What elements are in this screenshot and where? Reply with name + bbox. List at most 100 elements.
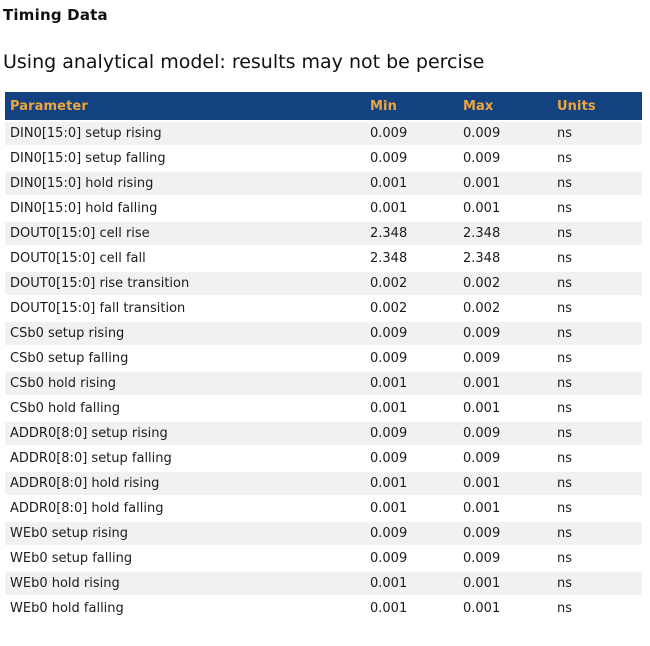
timing-table: Parameter Min Max Units DIN0[15:0] setup…: [5, 92, 642, 622]
cell-units: ns: [552, 422, 642, 447]
cell-max: 0.001: [458, 472, 552, 497]
table-row: ADDR0[8:0] hold falling 0.001 0.001 ns: [5, 497, 642, 522]
cell-units: ns: [552, 547, 642, 572]
cell-parameter: ADDR0[8:0] setup falling: [5, 447, 365, 472]
cell-units: ns: [552, 447, 642, 472]
cell-units: ns: [552, 497, 642, 522]
cell-units: ns: [552, 472, 642, 497]
cell-parameter: DOUT0[15:0] cell fall: [5, 247, 365, 272]
table-row: CSb0 hold rising 0.001 0.001 ns: [5, 372, 642, 397]
timing-table-header: Parameter Min Max Units: [5, 92, 642, 122]
page-subtitle: Using analytical model: results may not …: [3, 51, 485, 73]
cell-units: ns: [552, 397, 642, 422]
cell-units: ns: [552, 347, 642, 372]
cell-units: ns: [552, 522, 642, 547]
table-row: ADDR0[8:0] setup rising 0.009 0.009 ns: [5, 422, 642, 447]
timing-table-body: DIN0[15:0] setup rising 0.009 0.009 ns D…: [5, 122, 642, 622]
cell-min: 0.009: [365, 147, 458, 172]
cell-parameter: DIN0[15:0] setup rising: [5, 122, 365, 147]
cell-min: 0.002: [365, 272, 458, 297]
column-header-min: Min: [365, 92, 458, 122]
page-title: Timing Data: [3, 6, 108, 24]
cell-min: 0.009: [365, 347, 458, 372]
cell-min: 0.001: [365, 372, 458, 397]
table-row: WEb0 setup rising 0.009 0.009 ns: [5, 522, 642, 547]
cell-max: 2.348: [458, 222, 552, 247]
cell-units: ns: [552, 372, 642, 397]
cell-units: ns: [552, 247, 642, 272]
cell-min: 0.009: [365, 322, 458, 347]
cell-max: 0.009: [458, 447, 552, 472]
cell-parameter: CSb0 hold falling: [5, 397, 365, 422]
cell-units: ns: [552, 172, 642, 197]
cell-parameter: WEb0 setup rising: [5, 522, 365, 547]
header-row: Parameter Min Max Units: [5, 92, 642, 122]
cell-max: 0.001: [458, 597, 552, 622]
cell-min: 0.009: [365, 122, 458, 147]
column-header-max: Max: [458, 92, 552, 122]
cell-max: 0.009: [458, 547, 552, 572]
table-row: DOUT0[15:0] cell rise 2.348 2.348 ns: [5, 222, 642, 247]
cell-max: 0.001: [458, 497, 552, 522]
cell-max: 0.001: [458, 372, 552, 397]
cell-parameter: DOUT0[15:0] cell rise: [5, 222, 365, 247]
cell-parameter: DOUT0[15:0] fall transition: [5, 297, 365, 322]
cell-min: 0.002: [365, 297, 458, 322]
cell-min: 0.001: [365, 472, 458, 497]
table-row: WEb0 hold rising 0.001 0.001 ns: [5, 572, 642, 597]
cell-units: ns: [552, 572, 642, 597]
cell-max: 0.001: [458, 572, 552, 597]
cell-min: 2.348: [365, 247, 458, 272]
cell-parameter: WEb0 setup falling: [5, 547, 365, 572]
cell-units: ns: [552, 297, 642, 322]
table-row: WEb0 setup falling 0.009 0.009 ns: [5, 547, 642, 572]
cell-min: 2.348: [365, 222, 458, 247]
cell-max: 0.001: [458, 197, 552, 222]
cell-units: ns: [552, 272, 642, 297]
cell-parameter: DOUT0[15:0] rise transition: [5, 272, 365, 297]
cell-parameter: ADDR0[8:0] setup rising: [5, 422, 365, 447]
cell-min: 0.001: [365, 197, 458, 222]
cell-units: ns: [552, 597, 642, 622]
cell-parameter: CSb0 setup rising: [5, 322, 365, 347]
cell-parameter: CSb0 hold rising: [5, 372, 365, 397]
table-row: DIN0[15:0] setup rising 0.009 0.009 ns: [5, 122, 642, 147]
cell-units: ns: [552, 197, 642, 222]
table-row: CSb0 hold falling 0.001 0.001 ns: [5, 397, 642, 422]
cell-units: ns: [552, 147, 642, 172]
cell-max: 0.001: [458, 397, 552, 422]
cell-max: 0.009: [458, 522, 552, 547]
cell-units: ns: [552, 122, 642, 147]
cell-min: 0.001: [365, 397, 458, 422]
cell-min: 0.009: [365, 447, 458, 472]
table-row: DIN0[15:0] hold falling 0.001 0.001 ns: [5, 197, 642, 222]
table-row: ADDR0[8:0] setup falling 0.009 0.009 ns: [5, 447, 642, 472]
cell-min: 0.009: [365, 522, 458, 547]
column-header-parameter: Parameter: [5, 92, 365, 122]
cell-units: ns: [552, 322, 642, 347]
cell-max: 0.001: [458, 172, 552, 197]
cell-min: 0.009: [365, 547, 458, 572]
table-row: DIN0[15:0] setup falling 0.009 0.009 ns: [5, 147, 642, 172]
cell-max: 0.009: [458, 422, 552, 447]
cell-units: ns: [552, 222, 642, 247]
table-row: CSb0 setup rising 0.009 0.009 ns: [5, 322, 642, 347]
cell-parameter: ADDR0[8:0] hold rising: [5, 472, 365, 497]
table-row: CSb0 setup falling 0.009 0.009 ns: [5, 347, 642, 372]
table-row: DOUT0[15:0] rise transition 0.002 0.002 …: [5, 272, 642, 297]
cell-parameter: WEb0 hold rising: [5, 572, 365, 597]
cell-max: 0.002: [458, 297, 552, 322]
cell-max: 0.009: [458, 347, 552, 372]
cell-max: 0.009: [458, 122, 552, 147]
cell-max: 0.009: [458, 147, 552, 172]
column-header-units: Units: [552, 92, 642, 122]
cell-parameter: DIN0[15:0] setup falling: [5, 147, 365, 172]
cell-min: 0.001: [365, 572, 458, 597]
cell-min: 0.001: [365, 172, 458, 197]
cell-max: 0.002: [458, 272, 552, 297]
cell-min: 0.009: [365, 422, 458, 447]
table-row: DOUT0[15:0] fall transition 0.002 0.002 …: [5, 297, 642, 322]
cell-max: 0.009: [458, 322, 552, 347]
table-row: ADDR0[8:0] hold rising 0.001 0.001 ns: [5, 472, 642, 497]
